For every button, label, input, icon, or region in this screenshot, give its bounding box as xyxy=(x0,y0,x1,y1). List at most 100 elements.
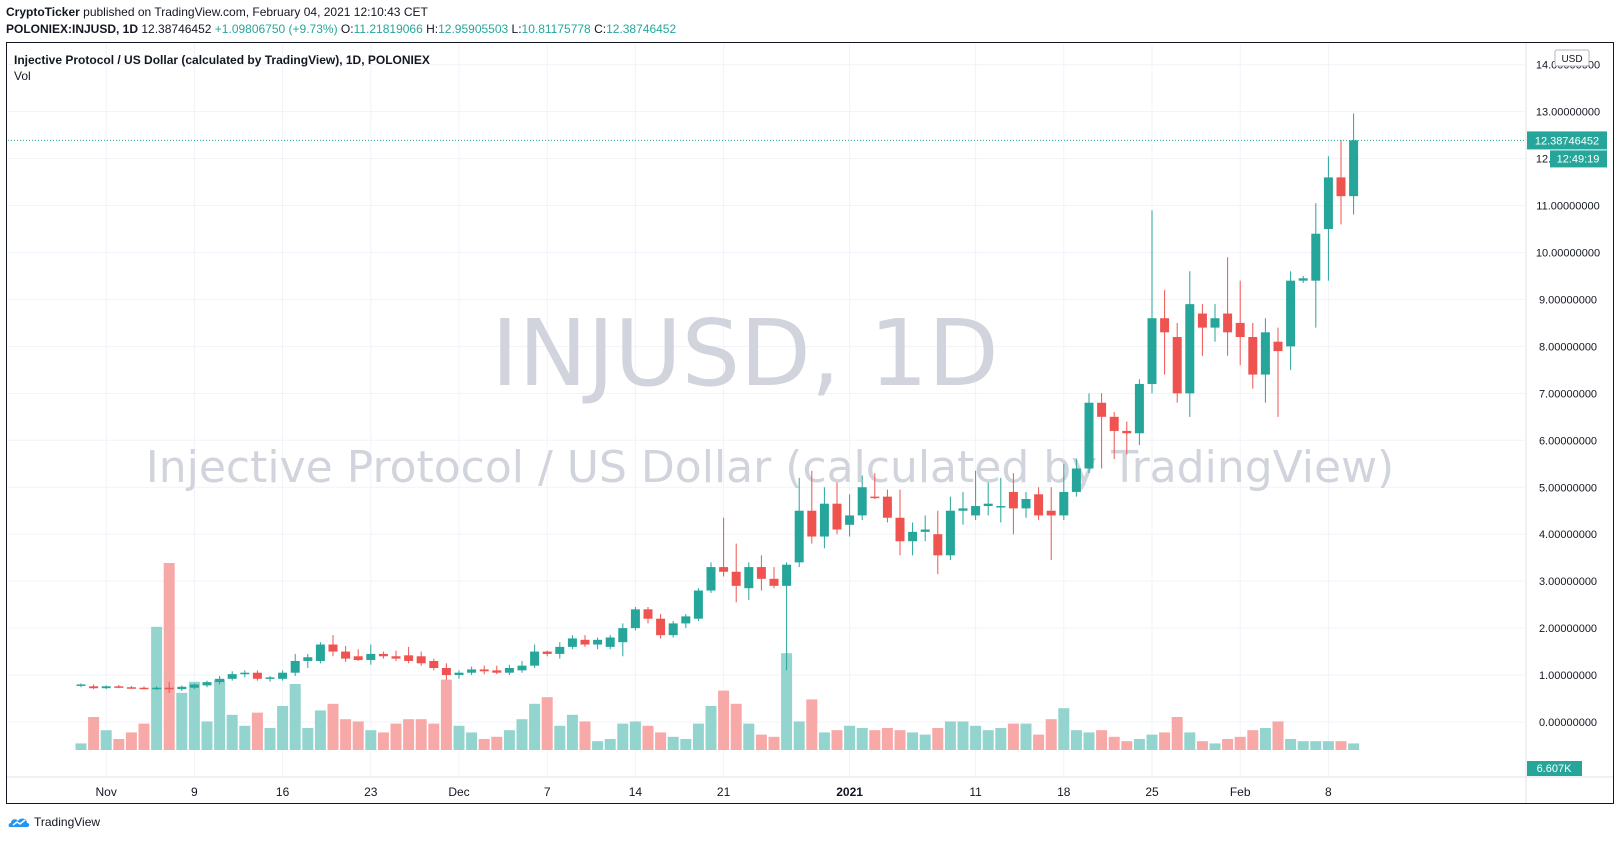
candle-body[interactable] xyxy=(870,496,880,499)
candle-body[interactable] xyxy=(656,618,666,636)
candle-body[interactable] xyxy=(441,668,451,676)
candle-body[interactable] xyxy=(1034,494,1044,516)
candle-body[interactable] xyxy=(630,609,640,629)
candle-body[interactable] xyxy=(227,674,237,679)
candle-body[interactable] xyxy=(366,653,376,661)
candle-body[interactable] xyxy=(76,684,86,686)
candle-body[interactable] xyxy=(567,638,577,647)
tradingview-brand[interactable]: TradingView xyxy=(8,815,100,829)
candle-body[interactable] xyxy=(580,639,590,645)
candle-body[interactable] xyxy=(467,669,477,673)
candle-body[interactable] xyxy=(1084,402,1094,469)
candle-body[interactable] xyxy=(958,508,968,511)
candle-body[interactable] xyxy=(895,517,905,542)
candle-body[interactable] xyxy=(416,656,426,664)
candle-body[interactable] xyxy=(933,534,943,556)
candle-body[interactable] xyxy=(618,628,628,643)
candle-body[interactable] xyxy=(126,687,136,689)
candle-body[interactable] xyxy=(378,653,388,657)
candle-body[interactable] xyxy=(807,510,817,537)
candle-body[interactable] xyxy=(744,567,754,589)
candle-body[interactable] xyxy=(177,686,187,690)
candle-body[interactable] xyxy=(1273,341,1283,352)
candle-body[interactable] xyxy=(731,571,741,586)
candle-body[interactable] xyxy=(1298,278,1308,281)
candle-body[interactable] xyxy=(605,637,615,647)
candle-body[interactable] xyxy=(756,567,766,579)
series-legend-title[interactable]: Injective Protocol / US Dollar (calculat… xyxy=(14,53,430,67)
candle-body[interactable] xyxy=(278,672,288,679)
candle-body[interactable] xyxy=(504,668,514,673)
candle-body[interactable] xyxy=(1071,468,1081,492)
candle-body[interactable] xyxy=(1046,510,1056,516)
candle-body[interactable] xyxy=(593,639,603,645)
candle-body[interactable] xyxy=(1210,318,1220,328)
candle-body[interactable] xyxy=(555,646,565,654)
currency-box[interactable] xyxy=(1554,49,1590,67)
candle-body[interactable] xyxy=(1122,430,1132,434)
candle-body[interactable] xyxy=(240,672,250,675)
candle-body[interactable] xyxy=(1336,177,1346,197)
candle-body[interactable] xyxy=(152,687,162,690)
candle-body[interactable] xyxy=(479,669,489,672)
candle-body[interactable] xyxy=(794,510,804,563)
candle-body[interactable] xyxy=(1223,313,1233,333)
candle-body[interactable] xyxy=(1349,140,1359,197)
candle-body[interactable] xyxy=(517,665,527,671)
candle-body[interactable] xyxy=(1235,322,1245,338)
candle-body[interactable] xyxy=(492,670,502,673)
candle-body[interactable] xyxy=(971,506,981,516)
candle-body[interactable] xyxy=(1109,416,1119,431)
candle-body[interactable] xyxy=(303,657,313,661)
candle-body[interactable] xyxy=(1197,313,1207,328)
candle-body[interactable] xyxy=(252,672,262,679)
candle-body[interactable] xyxy=(215,678,225,683)
candle-body[interactable] xyxy=(341,651,351,659)
candle-body[interactable] xyxy=(315,644,325,661)
candle-body[interactable] xyxy=(114,686,124,688)
candle-body[interactable] xyxy=(996,506,1006,508)
candle-body[interactable] xyxy=(89,686,99,689)
candle-body[interactable] xyxy=(782,564,792,586)
candle-body[interactable] xyxy=(429,660,439,669)
candle-body[interactable] xyxy=(1008,491,1018,509)
candle-body[interactable] xyxy=(1185,304,1195,394)
candle-body[interactable] xyxy=(693,590,703,619)
candle-body[interactable] xyxy=(1286,280,1296,347)
candle-body[interactable] xyxy=(353,656,363,661)
candle-body[interactable] xyxy=(945,510,955,556)
candle-body[interactable] xyxy=(1311,233,1321,281)
candle-body[interactable] xyxy=(908,531,918,542)
candle-body[interactable] xyxy=(668,623,678,636)
candle-body[interactable] xyxy=(706,567,716,591)
candle-body[interactable] xyxy=(1059,491,1069,516)
candle-body[interactable] xyxy=(290,660,300,673)
candle-body[interactable] xyxy=(819,503,829,537)
candle-body[interactable] xyxy=(404,655,414,661)
candle-body[interactable] xyxy=(1172,337,1182,394)
candle-body[interactable] xyxy=(454,672,464,676)
candle-body[interactable] xyxy=(164,687,174,690)
candle-body[interactable] xyxy=(391,656,401,659)
candle-body[interactable] xyxy=(920,529,930,532)
candle-body[interactable] xyxy=(1260,332,1270,375)
candle-body[interactable] xyxy=(845,515,855,525)
candle-body[interactable] xyxy=(202,682,212,686)
candle-body[interactable] xyxy=(719,567,729,572)
candle-body[interactable] xyxy=(265,677,275,679)
candle-body[interactable] xyxy=(882,496,892,518)
candle-body[interactable] xyxy=(769,578,779,586)
candle-body[interactable] xyxy=(832,503,842,530)
candle-body[interactable] xyxy=(542,651,552,654)
candle-body[interactable] xyxy=(189,684,199,688)
candle-body[interactable] xyxy=(681,616,691,624)
candle-body[interactable] xyxy=(1160,318,1170,333)
candle-body[interactable] xyxy=(1021,498,1031,509)
candle-body[interactable] xyxy=(328,644,338,652)
candle-body[interactable] xyxy=(139,687,149,690)
candle-body[interactable] xyxy=(1097,402,1107,417)
candle-body[interactable] xyxy=(101,686,111,689)
volume-legend[interactable]: Vol xyxy=(14,69,31,83)
candle-body[interactable] xyxy=(1323,177,1333,230)
